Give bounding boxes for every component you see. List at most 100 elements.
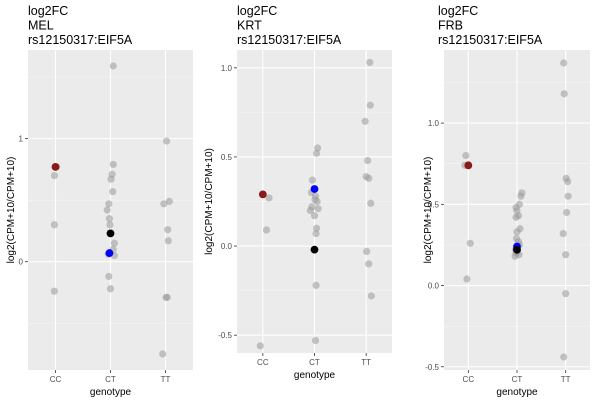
chart-title-line: rs12150317:EIF5A <box>237 33 342 47</box>
data-point <box>256 342 264 350</box>
data-point <box>517 192 525 200</box>
data-point <box>164 226 172 234</box>
y-axis-label: log2(CPM+10/CPM+10) <box>6 157 17 264</box>
y-tick-label: -0.5 <box>218 331 232 340</box>
data-point <box>511 252 519 260</box>
highlight-point <box>310 245 319 254</box>
x-tick-label: CT <box>105 375 116 384</box>
chart-title-line: rs12150317:EIF5A <box>28 33 133 47</box>
data-point <box>361 117 369 125</box>
chart-title-line: MEL <box>28 19 54 33</box>
data-point <box>109 160 117 169</box>
data-point <box>314 205 322 213</box>
data-point <box>105 215 113 223</box>
data-point <box>367 292 375 300</box>
x-tick-label: CT <box>309 358 320 367</box>
data-point <box>110 239 118 247</box>
data-point <box>109 62 117 70</box>
x-tick-label: TT <box>361 358 371 367</box>
highlight-point <box>464 161 473 170</box>
data-point <box>365 174 373 182</box>
y-tick-label: 0 <box>19 258 24 267</box>
data-point <box>262 226 271 234</box>
data-point <box>165 197 173 205</box>
data-point <box>163 137 171 145</box>
data-point <box>103 206 111 214</box>
data-point <box>366 58 374 67</box>
data-point <box>363 247 371 256</box>
y-tick-label: -0.5 <box>425 363 439 372</box>
data-point <box>105 200 113 208</box>
data-point <box>107 175 115 183</box>
chart-title-line: FRB <box>438 19 463 33</box>
data-point <box>462 151 470 160</box>
data-point <box>562 251 570 259</box>
data-point <box>513 228 521 236</box>
x-axis-label: genotype <box>90 387 132 398</box>
x-axis-label: genotype <box>294 370 336 381</box>
y-tick-label: 1.0 <box>428 119 440 128</box>
data-point <box>314 144 322 152</box>
data-point <box>560 90 568 98</box>
x-tick-label: CT <box>512 375 523 384</box>
data-point <box>564 177 572 186</box>
data-point <box>109 187 117 196</box>
y-tick-label: 0.0 <box>428 282 440 291</box>
data-point <box>164 237 172 245</box>
data-point <box>310 212 319 220</box>
data-point <box>50 221 59 229</box>
x-tick-label: CC <box>463 375 475 384</box>
data-point <box>265 194 273 202</box>
highlight-point <box>105 249 114 257</box>
data-point <box>313 197 321 206</box>
y-tick-label: 0.5 <box>428 200 440 209</box>
data-point <box>364 156 372 165</box>
highlight-point <box>513 245 521 254</box>
data-point <box>106 285 115 293</box>
y-tick-label: 0.5 <box>221 153 233 162</box>
highlight-point <box>258 190 267 199</box>
data-point <box>312 229 320 238</box>
data-point <box>106 221 114 229</box>
chart-title-line: log2FC <box>237 4 277 18</box>
x-axis-label: genotype <box>496 387 538 398</box>
data-point <box>512 213 520 221</box>
chart-title-line: KRT <box>237 19 262 33</box>
x-tick-label: CC <box>257 358 269 367</box>
y-tick-label: 0.0 <box>221 242 233 251</box>
data-point <box>560 59 568 67</box>
x-tick-label: TT <box>161 375 171 384</box>
data-point <box>560 353 568 361</box>
data-point <box>366 101 374 109</box>
data-point <box>50 287 59 295</box>
data-point <box>312 281 320 289</box>
data-point <box>562 290 570 298</box>
data-point <box>311 336 320 345</box>
y-tick-label: 1.0 <box>221 64 233 73</box>
data-point <box>105 272 113 281</box>
data-point <box>308 176 317 184</box>
data-point <box>159 350 167 358</box>
data-point <box>312 149 321 157</box>
chart-title-line: log2FC <box>438 4 478 18</box>
data-point <box>563 208 571 217</box>
data-point <box>312 224 321 232</box>
data-point <box>466 239 474 247</box>
chart-title-line: log2FC <box>28 4 68 18</box>
x-tick-label: CC <box>50 375 62 384</box>
data-point <box>160 200 168 208</box>
data-point <box>306 206 314 215</box>
x-tick-label: TT <box>561 375 571 384</box>
data-point <box>50 171 59 180</box>
data-point <box>559 229 567 238</box>
highlight-point <box>51 163 60 171</box>
data-point <box>367 199 375 207</box>
chart-title-line: rs12150317:EIF5A <box>438 33 543 47</box>
y-axis-label: log2(CPM+10/CPM+10) <box>204 148 215 255</box>
y-tick-label: 1 <box>19 135 24 144</box>
highlight-point <box>106 229 115 238</box>
data-point <box>564 192 572 200</box>
